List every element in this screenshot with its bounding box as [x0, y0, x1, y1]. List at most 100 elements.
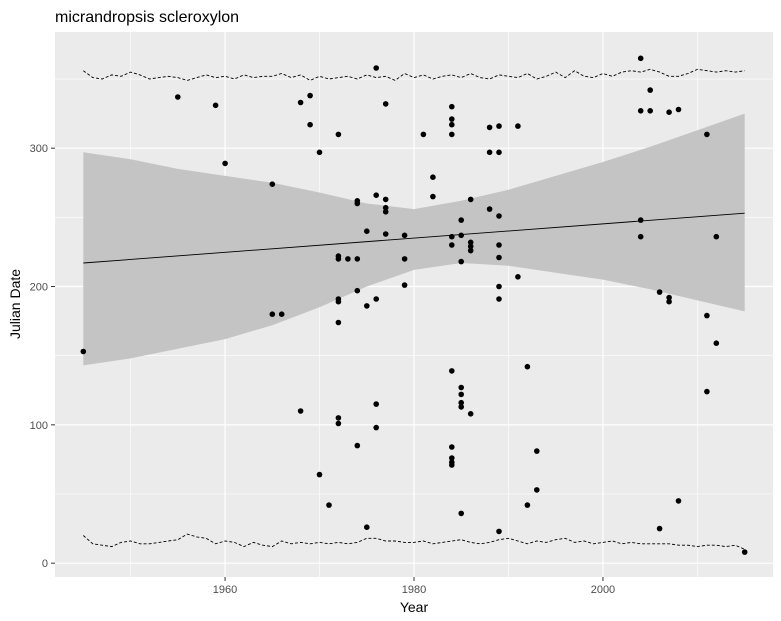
data-point	[496, 283, 502, 290]
confidence-band	[83, 113, 745, 366]
data-point	[458, 404, 465, 410]
data-point	[316, 149, 323, 156]
data-point	[496, 213, 502, 219]
data-point	[449, 121, 455, 128]
data-point	[382, 196, 389, 203]
data-point	[741, 549, 748, 555]
data-point	[449, 116, 455, 122]
data-point	[656, 525, 663, 532]
data-point	[278, 311, 285, 318]
data-point	[666, 294, 672, 301]
data-point	[637, 233, 644, 240]
data-point	[354, 200, 361, 207]
data-point	[382, 209, 389, 215]
data-point	[269, 181, 276, 187]
data-point	[458, 384, 465, 391]
data-point	[515, 123, 521, 129]
data-point	[316, 471, 323, 478]
data-point	[326, 502, 332, 508]
data-point	[354, 287, 361, 294]
data-point	[647, 87, 653, 93]
data-point	[496, 254, 502, 261]
data-point	[467, 243, 474, 250]
x-axis: 1960 1980 2000	[213, 577, 615, 596]
y-axis-title: Julian Date	[7, 269, 23, 339]
data-point	[364, 228, 370, 234]
data-point	[382, 204, 389, 211]
gridlines	[55, 32, 773, 577]
data-point	[458, 391, 465, 398]
data-point	[467, 196, 474, 203]
data-point	[401, 256, 408, 262]
data-point	[713, 233, 720, 240]
data-point	[364, 524, 370, 530]
data-point	[449, 103, 455, 110]
chart-title: micrandropsis scleroxylon	[55, 9, 239, 26]
data-point	[212, 102, 219, 109]
data-point	[666, 109, 672, 115]
data-point	[449, 444, 455, 450]
data-point	[373, 401, 380, 407]
data-points	[80, 55, 748, 555]
data-point	[486, 149, 493, 156]
data-point	[364, 303, 370, 309]
upper-quantile-line	[83, 68, 745, 81]
data-point	[515, 274, 521, 280]
data-point	[335, 131, 342, 138]
data-point	[297, 408, 304, 414]
confidence-band-layer	[83, 113, 745, 366]
data-point	[458, 258, 465, 265]
data-point	[656, 289, 663, 295]
lower-quantile-line	[83, 533, 745, 550]
data-point	[524, 363, 531, 370]
data-point	[175, 94, 181, 100]
data-point	[666, 298, 672, 305]
x-tick-label: 1960	[213, 584, 237, 596]
trend-line	[83, 212, 745, 264]
data-point	[496, 149, 502, 156]
data-point	[382, 101, 389, 107]
data-point	[524, 502, 531, 508]
data-point	[373, 424, 380, 431]
quantile-band-layer	[83, 68, 745, 550]
data-point	[675, 106, 682, 113]
data-point	[373, 296, 380, 302]
data-point	[647, 108, 653, 114]
x-tick-label: 2000	[591, 584, 615, 596]
y-tick-label: 300	[30, 143, 48, 155]
y-tick-label: 100	[30, 420, 48, 432]
data-point	[420, 131, 427, 138]
data-point	[335, 319, 342, 326]
data-point	[704, 312, 710, 319]
y-tick-label: 0	[42, 558, 48, 570]
data-point	[486, 206, 493, 212]
y-axis: 0 100 200 300	[30, 143, 55, 570]
data-point	[222, 160, 228, 167]
data-point	[496, 296, 502, 302]
data-point	[382, 231, 389, 237]
data-point	[335, 256, 342, 262]
y-tick-label: 200	[30, 282, 48, 294]
data-point	[269, 311, 276, 318]
data-point	[496, 123, 502, 129]
data-point	[335, 415, 342, 421]
data-point	[307, 92, 313, 99]
data-point	[467, 239, 474, 246]
data-point	[467, 247, 474, 254]
data-point	[430, 193, 436, 200]
data-point	[458, 399, 465, 406]
data-point	[467, 411, 474, 417]
data-point	[307, 121, 313, 128]
data-point	[449, 131, 455, 138]
data-point	[496, 528, 502, 535]
data-point	[704, 388, 710, 395]
data-point	[354, 442, 361, 449]
data-point	[401, 282, 408, 288]
data-point	[713, 340, 720, 347]
data-point	[637, 55, 644, 62]
data-point	[373, 192, 380, 198]
data-point	[430, 174, 436, 180]
data-point	[449, 233, 455, 240]
data-point	[449, 455, 455, 461]
data-point	[449, 462, 455, 468]
